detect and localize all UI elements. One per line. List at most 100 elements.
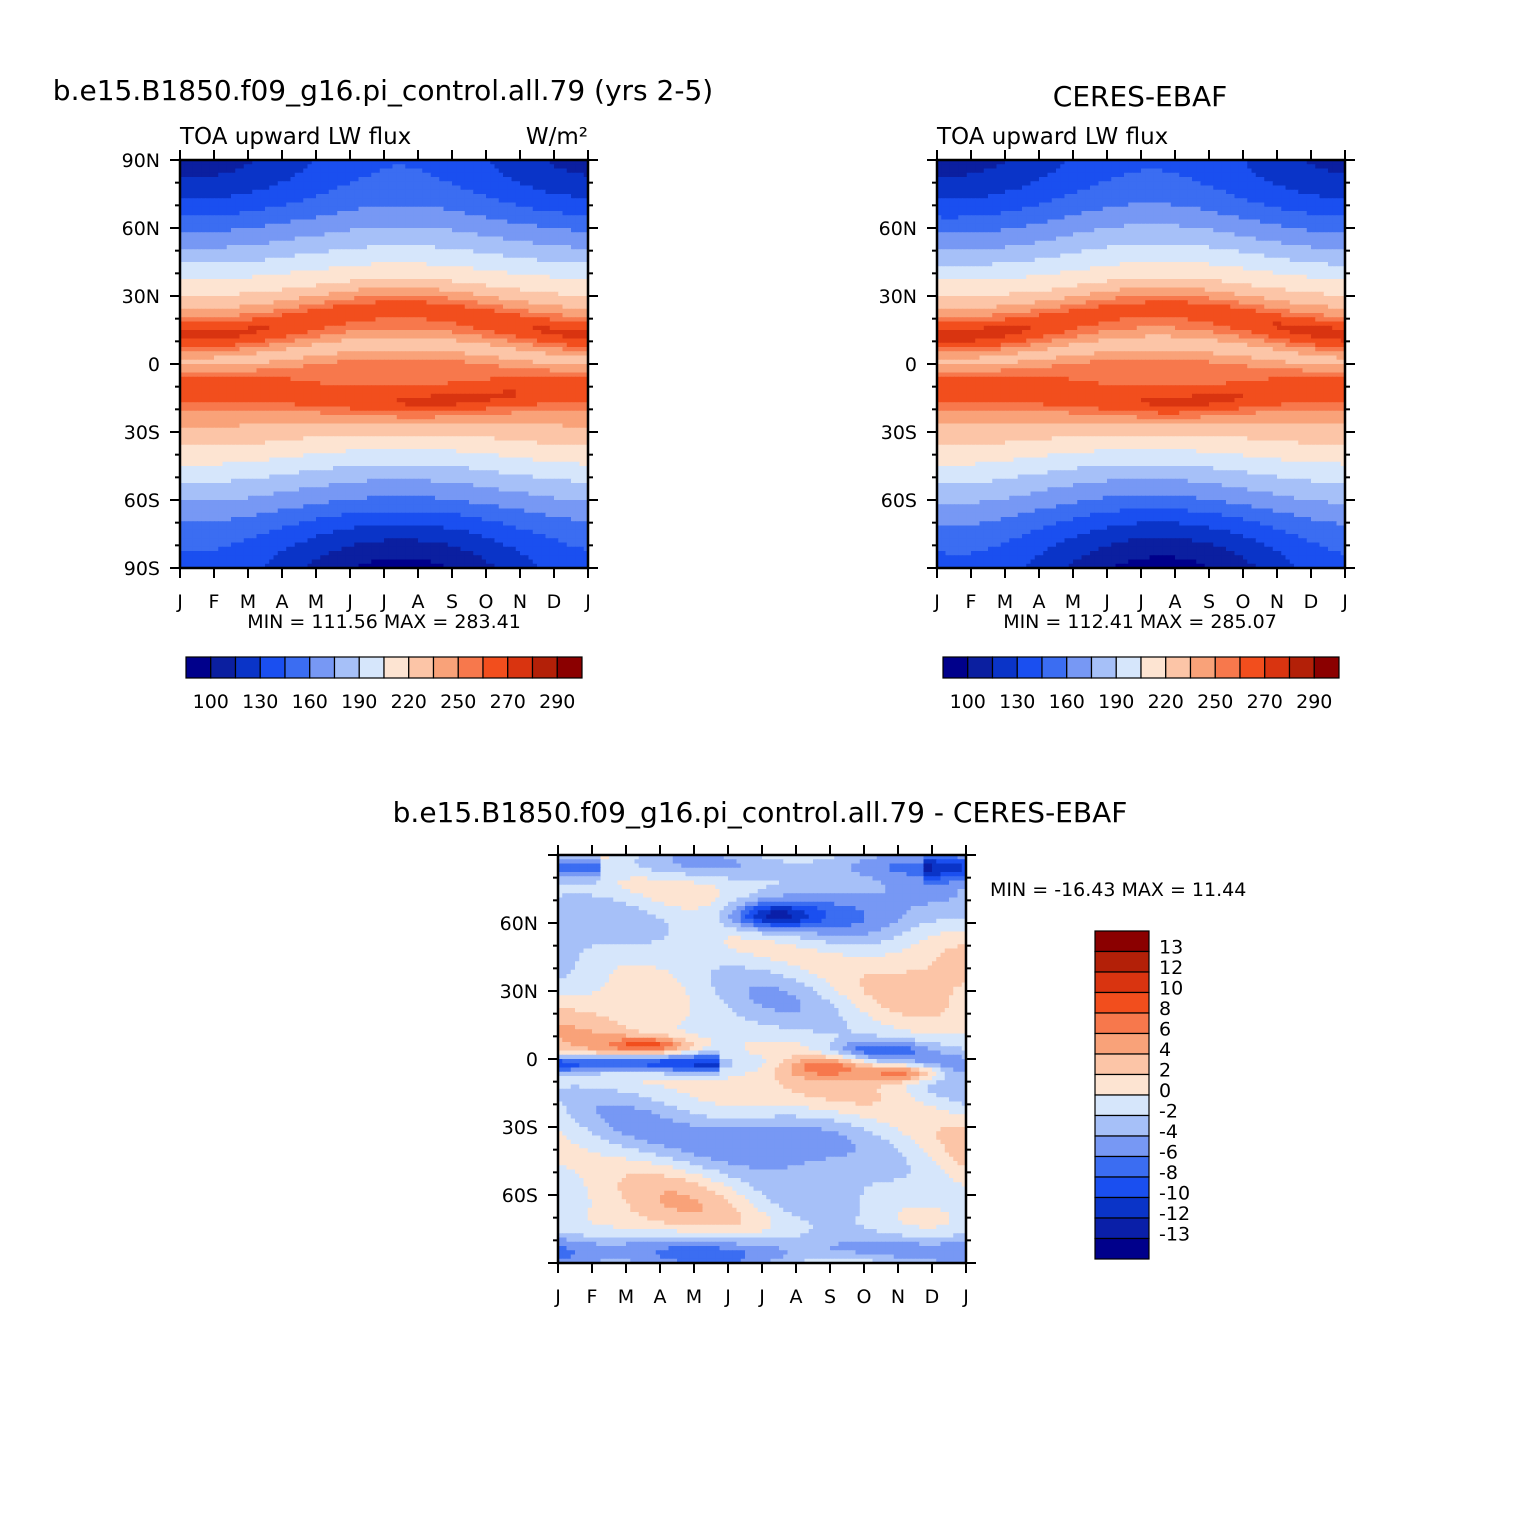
y-tick-label: 60N	[500, 913, 538, 935]
colorbar-box	[409, 657, 434, 678]
colorbar-box	[1116, 657, 1141, 678]
colorbar-box	[211, 657, 236, 678]
colorbar-box	[483, 657, 508, 678]
x-tick-label: D	[1304, 591, 1319, 613]
colorbar-label: -2	[1159, 1101, 1178, 1123]
colorbar-box	[1095, 1136, 1149, 1157]
y-tick-label: 0	[905, 354, 917, 376]
x-tick-label: O	[857, 1286, 872, 1308]
colorbar-label: -8	[1159, 1162, 1178, 1184]
colorbar-box	[1191, 657, 1216, 678]
panel1-min-max: MIN = 111.56 MAX = 283.41	[247, 611, 521, 633]
x-tick-label: J	[962, 1286, 969, 1308]
colorbar-box	[1095, 931, 1149, 952]
colorbar-label: 2	[1159, 1060, 1171, 1082]
colorbar-box	[1095, 1198, 1149, 1219]
colorbar-panel2: 100 130 160 190 220 250 270 290	[943, 657, 1339, 713]
colorbar-box	[1095, 1095, 1149, 1116]
colorbar-panel1: 100 130 160 190 220 250 270 290	[186, 657, 582, 713]
x-tick-label: J	[1341, 591, 1348, 613]
panel2-left-subtitle: TOA upward LW flux	[936, 124, 1168, 150]
x-tick-label: J	[554, 1286, 561, 1308]
colorbar-label: 250	[440, 691, 476, 713]
x-tick-label: J	[758, 1286, 765, 1308]
colorbar-label: 270	[1247, 691, 1283, 713]
top-left-title: b.e15.B1850.f09_g16.pi_control.all.79 (y…	[53, 74, 713, 107]
panel1-right-subtitle: W/m²	[526, 124, 588, 150]
top-right-title: CERES-EBAF	[1053, 80, 1227, 113]
x-tick-label: A	[276, 591, 289, 613]
colorbar-label: -13	[1159, 1224, 1190, 1246]
colorbar-box	[1314, 657, 1339, 678]
colorbar-box	[968, 657, 993, 678]
colorbar-box	[434, 657, 459, 678]
colorbar-label: 8	[1159, 998, 1171, 1020]
colorbar-label: 220	[391, 691, 427, 713]
colorbar-label: 130	[242, 691, 278, 713]
x-tick-label: J	[1137, 591, 1144, 613]
colorbar-label: 10	[1159, 978, 1183, 1000]
colorbar-label: 290	[1296, 691, 1332, 713]
y-tick-label: 60N	[122, 218, 160, 240]
x-tick-label: N	[891, 1286, 905, 1308]
x-tick-label: J	[346, 591, 353, 613]
panel1-left-subtitle: TOA upward LW flux	[179, 124, 411, 150]
panel1-contour	[180, 160, 589, 569]
colorbar-box	[1095, 1239, 1149, 1260]
colorbar-box	[1042, 657, 1067, 678]
colorbar-label: 250	[1197, 691, 1233, 713]
x-tick-label: F	[209, 591, 220, 613]
x-tick-label: J	[380, 591, 387, 613]
colorbar-box	[993, 657, 1018, 678]
bottom-title: b.e15.B1850.f09_g16.pi_control.all.79 - …	[393, 796, 1128, 829]
colorbar-label: 290	[539, 691, 575, 713]
x-tick-label: J	[584, 591, 591, 613]
colorbar-box	[557, 657, 582, 678]
colorbar-box	[285, 657, 310, 678]
x-tick-label: S	[824, 1286, 836, 1308]
x-tick-label: M	[308, 591, 324, 613]
x-tick-label: D	[547, 591, 562, 613]
y-tick-label: 30S	[502, 1117, 538, 1139]
y-tick-label: 60S	[124, 490, 160, 512]
colorbar-box	[1095, 1177, 1149, 1198]
colorbar-label: 130	[999, 691, 1035, 713]
y-tick-label: 60N	[879, 218, 917, 240]
colorbar-box	[1095, 1013, 1149, 1034]
panel3-min-max: MIN = -16.43 MAX = 11.44	[990, 879, 1246, 901]
y-tick-label: 0	[526, 1049, 538, 1071]
colorbar-label: 190	[1098, 691, 1134, 713]
x-tick-label: A	[1169, 591, 1182, 613]
colorbar-box	[260, 657, 285, 678]
x-tick-label: M	[686, 1286, 702, 1308]
y-tick-label: 30S	[124, 422, 160, 444]
colorbar-label: 12	[1159, 957, 1183, 979]
x-tick-label: F	[966, 591, 977, 613]
x-tick-label: J	[176, 591, 183, 613]
colorbar-box	[1141, 657, 1166, 678]
colorbar-box	[1240, 657, 1265, 678]
colorbar-box	[943, 657, 968, 678]
x-tick-label: J	[1103, 591, 1110, 613]
y-tick-label: 30N	[500, 981, 538, 1003]
x-tick-label: M	[618, 1286, 634, 1308]
colorbar-box	[186, 657, 211, 678]
colorbar-box	[458, 657, 483, 678]
colorbar-label: 100	[193, 691, 229, 713]
x-tick-label: N	[1270, 591, 1284, 613]
x-tick-label: M	[1065, 591, 1081, 613]
y-tick-label: 30N	[122, 286, 160, 308]
colorbar-label: -12	[1159, 1203, 1190, 1225]
x-tick-label: J	[933, 591, 940, 613]
x-tick-label: S	[446, 591, 458, 613]
x-tick-label: N	[513, 591, 527, 613]
panel2-min-max: MIN = 112.41 MAX = 285.07	[1003, 611, 1277, 633]
colorbar-box	[1067, 657, 1092, 678]
colorbar-box	[1095, 1116, 1149, 1137]
colorbar-box	[1095, 993, 1149, 1014]
colorbar-label: 4	[1159, 1039, 1171, 1061]
